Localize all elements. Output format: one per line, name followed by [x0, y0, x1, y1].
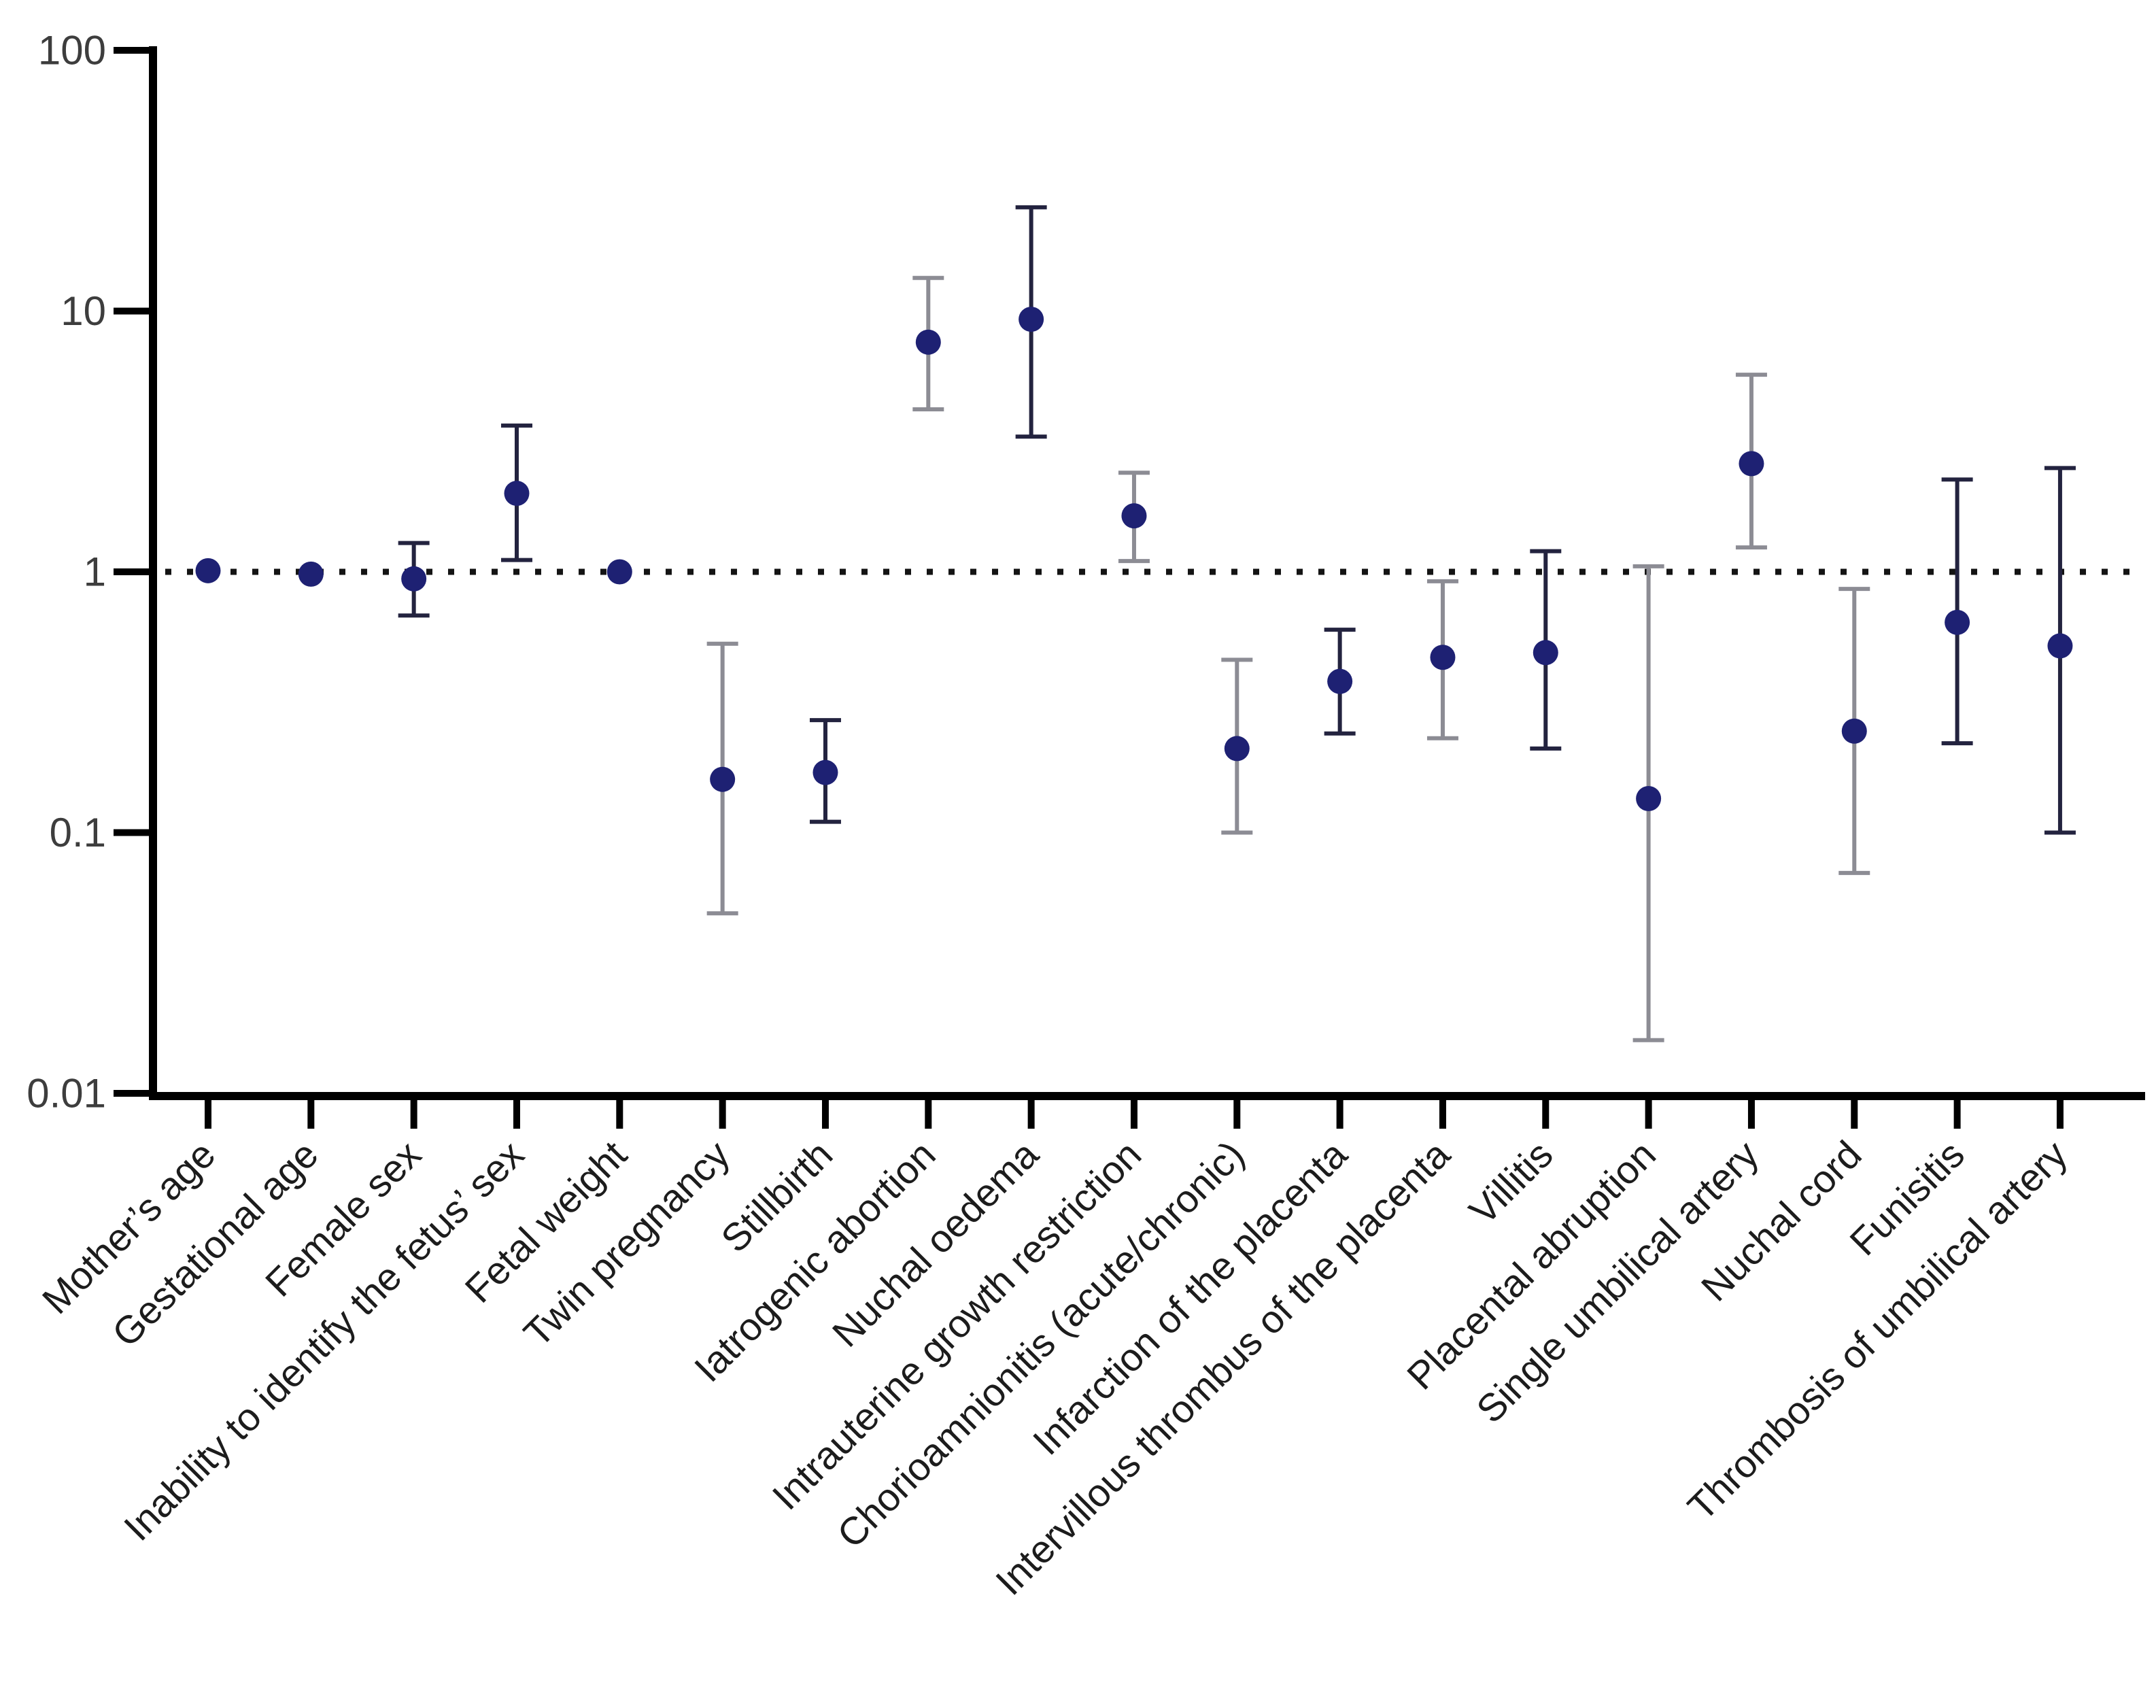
- odds-ratio-dot-twin-pregnancy: [710, 766, 736, 792]
- odds-ratio-dot-thrombosis-of-umbilical-artery: [2047, 633, 2073, 659]
- data-point-group-nuchal-oedema: [1015, 205, 1047, 439]
- y-tick-label-0.01: 0.01: [27, 1071, 106, 1116]
- data-point-group-placental-abruption: [1632, 564, 1664, 1042]
- x-tick-label-thrombosis-of-umbilical-artery: Thrombosis of umbilical artery: [1679, 1133, 2076, 1529]
- data-point-group-inability-to-identify-the-fetus-sex: [500, 423, 532, 562]
- odds-ratio-dot-stillbirth: [812, 759, 838, 785]
- y-tick-label-10: 10: [61, 288, 106, 334]
- x-tick-label-villitis: Villitis: [1461, 1133, 1562, 1233]
- odds-ratio-dot-inability-to-identify-the-fetus-sex: [504, 481, 530, 507]
- data-point-group-single-umbilical-artery: [1735, 373, 1767, 550]
- y-tick-label-0.1: 0.1: [50, 810, 106, 855]
- odds-ratio-dot-infarction-of-the-placenta: [1327, 668, 1353, 694]
- data-point-group-infarction-of-the-placenta: [1324, 628, 1356, 736]
- odds-ratio-dot-nuchal-cord: [1841, 718, 1867, 744]
- data-point-group-iatrogenic-abortion: [912, 275, 944, 411]
- data-point-group-thrombosis-of-umbilical-artery: [2044, 466, 2076, 835]
- data-point-group-nuchal-cord: [1838, 587, 1870, 875]
- odds-ratio-dot-intervillous-thrombus-of-the-placenta: [1430, 645, 1456, 670]
- data-point-group-funisitis: [1941, 477, 1973, 746]
- data-point-group-stillbirth: [809, 718, 841, 824]
- data-point-group-female-sex: [398, 541, 430, 618]
- odds-ratio-dot-intrauterine-growth-restriction: [1121, 503, 1147, 529]
- odds-ratio-dot-iatrogenic-abortion: [915, 329, 941, 355]
- odds-ratio-dot-funisitis: [1945, 609, 1970, 635]
- y-tick-label-100: 100: [38, 28, 106, 73]
- odds-ratio-dot-villitis: [1533, 640, 1558, 666]
- data-point-group-chorioamnionitis-acute-chronic: [1221, 657, 1253, 835]
- odds-ratio-dot-chorioamnionitis-acute-chronic: [1224, 736, 1250, 762]
- odds-ratio-dot-mother-s-age: [195, 558, 221, 583]
- odds-ratio-dot-gestational-age: [298, 561, 324, 587]
- data-point-group-gestational-age: [298, 561, 324, 587]
- odds-ratio-dot-placental-abruption: [1636, 786, 1662, 812]
- data-point-group-twin-pregnancy: [706, 641, 738, 916]
- data-point-group-intervillous-thrombus-of-the-placenta: [1426, 579, 1458, 740]
- data-point-group-intrauterine-growth-restriction: [1118, 471, 1150, 564]
- odds-ratio-dot-nuchal-oedema: [1019, 307, 1044, 332]
- data-point-group-mother-s-age: [195, 558, 221, 583]
- odds-ratio-dot-fetal-weight: [606, 559, 632, 585]
- x-tick-label-intrauterine-growth-restriction: Intrauterine growth restriction: [764, 1133, 1150, 1518]
- data-point-group-villitis: [1530, 549, 1562, 751]
- data-point-group-fetal-weight: [606, 559, 632, 585]
- odds-ratio-dot-female-sex: [401, 566, 427, 592]
- y-tick-label-1: 1: [84, 549, 106, 595]
- odds-ratio-dot-single-umbilical-artery: [1739, 451, 1764, 477]
